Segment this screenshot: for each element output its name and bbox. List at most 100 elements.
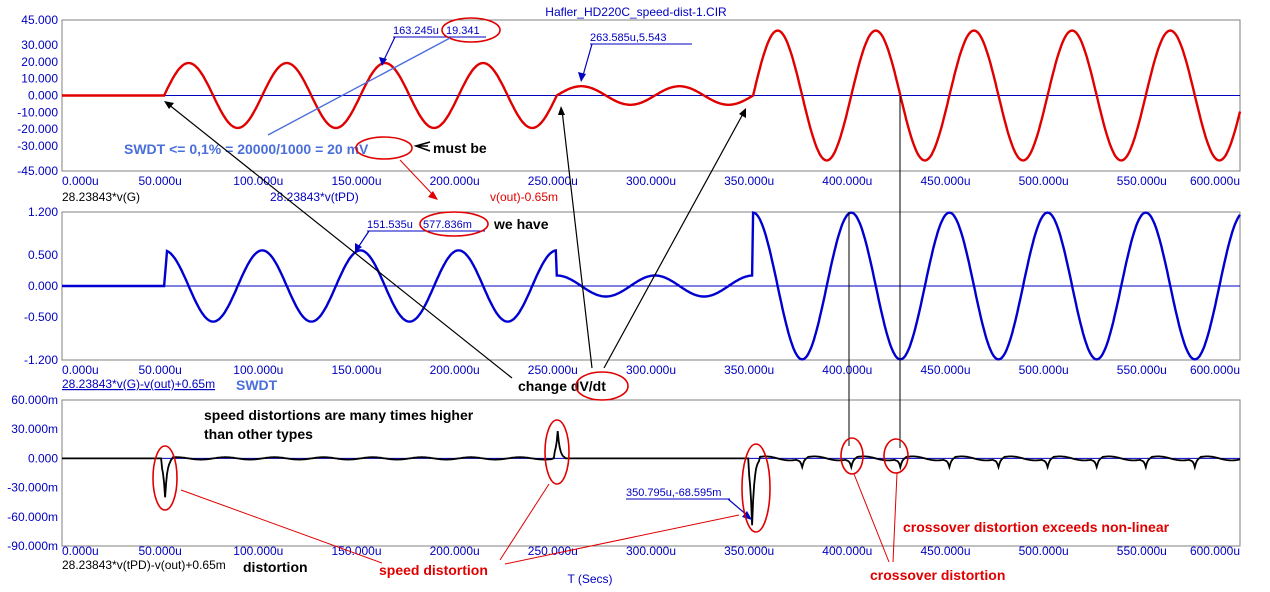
- crossover-leader-2: [892, 472, 898, 563]
- panel-1-voltage: 45.000 30.000 20.000 10.000 0.000 -10.000 -20.…: [17, 13, 1242, 204]
- arrow-onset: [167, 103, 513, 379]
- crossover-highlight-2: [883, 438, 909, 474]
- x-tick-label: 0.000u: [62, 363, 99, 377]
- x-tick-label: 200.000u: [430, 363, 480, 377]
- cursor-4-arrowhead: [742, 511, 752, 520]
- y-tick-label: -1.200: [24, 353, 58, 367]
- y-tick-label: -30.000: [17, 139, 58, 153]
- cursor-1-y: 19.341: [446, 25, 480, 37]
- cursor-2-leader: [581, 43, 593, 80]
- x-tick-label: 50.000u: [138, 363, 181, 377]
- cursor-1: 163.245u 19.341: [379, 17, 501, 66]
- x-tick-label: 600.000u: [1190, 363, 1240, 377]
- speed-distortion-text: speed distortion: [379, 562, 488, 578]
- x-tick-label: 250.000u: [528, 363, 578, 377]
- arrow-onset-head: [164, 101, 174, 109]
- speed-leader-3: [504, 514, 740, 565]
- cursor-4-readout: 350.795u,-68.595m: [626, 487, 721, 499]
- cursor-3: 151.535u 577.836m: [355, 211, 489, 252]
- window-title: Hafler_HD220C_speed-dist-1.CIR: [545, 5, 727, 19]
- arrow-250: [561, 109, 593, 369]
- y-tick-label: 10.000: [21, 72, 58, 86]
- arrow-350-head: [739, 108, 746, 118]
- y-tick-label: -20.000: [17, 122, 58, 136]
- x-tick-label: 550.000u: [1117, 363, 1167, 377]
- panel-3-frame: [61, 399, 1241, 547]
- speed-leader-2: [499, 483, 550, 561]
- crossover-text: crossover distortion: [870, 567, 1005, 583]
- speed-note-line-1: speed distortions are many times higher: [204, 407, 474, 423]
- x-tick-label: 150.000u: [331, 544, 381, 558]
- crossover-leader-1: [853, 473, 890, 563]
- panel-2-swdt: 1.200 0.500 0.000 -0.500 -1.200 0.000u 50.000…: [24, 205, 1241, 391]
- x-tick-label: 0.000u: [62, 544, 99, 558]
- y-tick-label: -90.000m: [7, 539, 58, 553]
- y-tick-label: -60.000m: [7, 510, 58, 524]
- cursor-3-x: 151.535u: [367, 219, 413, 231]
- trace-label-swdt: 28.23843*v(G)-v(out)+0.65m: [62, 377, 215, 391]
- swdt-text: SWDT: [236, 377, 278, 393]
- y-tick-label: 0.000: [28, 451, 58, 465]
- crossover-exceeds-text: crossover distortion exceeds non-linear: [903, 519, 1170, 535]
- x-tick-label: 600.000u: [1190, 174, 1240, 188]
- x-tick-label: 350.000u: [724, 174, 774, 188]
- x-tick-label: 150.000u: [331, 363, 381, 377]
- x-tick-label: 50.000u: [138, 174, 181, 188]
- crossover-annotation: crossover distortion exceeds non-linear …: [840, 96, 1170, 583]
- spike-250-highlight: [544, 419, 570, 485]
- x-tick-label: 350.000u: [724, 363, 774, 377]
- cursor-1-highlight: [441, 17, 501, 43]
- y-tick-label: -0.500: [24, 310, 58, 324]
- x-tick-label: 200.000u: [430, 174, 480, 188]
- x-tick-label: 550.000u: [1117, 174, 1167, 188]
- x-tick-label: 200.000u: [430, 544, 480, 558]
- cursor-2-readout: 263.585u,5.543: [590, 32, 666, 44]
- spike-350-highlight: [741, 443, 771, 533]
- swdt-leader: [267, 37, 451, 136]
- spike-50-highlight: [152, 445, 178, 511]
- x-tick-label: 500.000u: [1019, 174, 1069, 188]
- must-be-arrow: [413, 141, 431, 152]
- arrow-350: [603, 111, 745, 369]
- speed-leader-1: [180, 489, 383, 564]
- speed-note-line-2: than other types: [204, 426, 313, 442]
- x-axis-label: T (Secs): [567, 572, 612, 586]
- we-have-text: we have: [493, 216, 549, 232]
- y-tick-label: 20.000: [21, 55, 58, 69]
- y-tick-label: 30.000m: [11, 422, 58, 436]
- trace-label-vout: v(out)-0.65m: [490, 190, 558, 204]
- crossover-highlight-1: [840, 437, 864, 475]
- x-tick-label: 400.000u: [822, 363, 872, 377]
- y-tick-label: 60.000m: [11, 393, 58, 407]
- trace-label-vg: 28.23843*v(G): [62, 190, 140, 204]
- swdt-value-highlight: [355, 136, 413, 160]
- x-tick-label: 100.000u: [233, 363, 283, 377]
- y-tick-label: 30.000: [21, 38, 58, 52]
- x-tick-label: 100.000u: [233, 544, 283, 558]
- cursor-3-arrowhead: [355, 243, 362, 252]
- x-tick-label: 300.000u: [626, 363, 676, 377]
- x-tick-label: 400.000u: [822, 544, 872, 558]
- x-tick-label: 250.000u: [528, 544, 578, 558]
- y-tick-label: 0.500: [28, 248, 58, 262]
- swdt-annotation: SWDT <= 0,1% = 20000/1000 = 20 mV must b…: [124, 37, 487, 200]
- y-tick-label: 0.000: [28, 89, 58, 103]
- trace-label-vtpd: 28.23843*v(tPD): [270, 190, 359, 204]
- x-tick-label: 500.000u: [1019, 544, 1069, 558]
- x-tick-label: 250.000u: [528, 174, 578, 188]
- arrow-250-head: [558, 106, 565, 115]
- x-tick-label: 400.000u: [822, 174, 872, 188]
- x-tick-label: 600.000u: [1190, 544, 1240, 558]
- cursor-3-y: 577.836m: [423, 219, 472, 231]
- x-tick-label: 300.000u: [626, 174, 676, 188]
- y-tick-label: -45.000: [17, 164, 58, 178]
- y-tick-label: -30.000m: [7, 481, 58, 495]
- swdt-red-arrowhead: [428, 191, 438, 200]
- x-tick-label: 300.000u: [626, 544, 676, 558]
- cursor-2: 263.585u,5.543: [578, 32, 692, 82]
- y-tick-label: -10.000: [17, 105, 58, 119]
- cursor-2-arrowhead: [578, 72, 586, 82]
- x-tick-label: 100.000u: [233, 174, 283, 188]
- x-tick-label: 500.000u: [1019, 363, 1069, 377]
- panel-3-distortion: 60.000m 30.000m 0.000 -30.000m -60.000m -90.0…: [7, 393, 1241, 586]
